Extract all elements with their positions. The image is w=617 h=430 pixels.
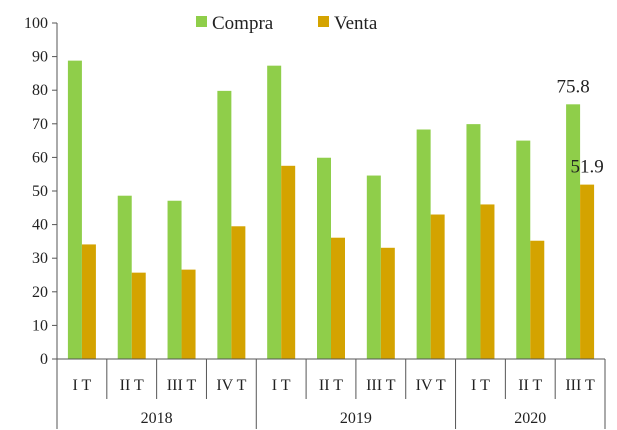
x-axis: I T II T III T IV T I T II T III T IV T I T II T I… (56, 358, 606, 429)
x-tick-label: III T (167, 377, 197, 394)
bar-venta-8 (430, 214, 445, 359)
x-tick-label: III T (366, 377, 396, 394)
y-axis: 0 10 20 30 40 50 60 70 80 90 100 (24, 15, 58, 368)
bar-compra-11 (566, 104, 581, 359)
group-label-2020: 2020 (514, 410, 546, 427)
bar-compra-9 (466, 124, 481, 359)
y-tick-label: 30 (32, 250, 48, 267)
x-tick-label: II T (319, 377, 343, 394)
bar-venta-10 (530, 240, 545, 359)
y-tick-label: 10 (32, 317, 48, 334)
group-label-2018: 2018 (141, 410, 173, 427)
bar-venta-7 (380, 247, 395, 359)
legend-item-compra: Compra (196, 13, 274, 34)
bar-compra-1 (67, 60, 82, 360)
y-tick-label: 0 (40, 351, 48, 368)
bar-compra-6 (317, 157, 331, 359)
data-labels: 75.8 51.9 (556, 76, 603, 177)
y-tick-label: 20 (32, 284, 48, 301)
legend: Compra Venta (196, 13, 378, 34)
bar-compra-10 (516, 140, 531, 359)
x-tick-label: III T (565, 377, 595, 394)
legend-label-compra: Compra (212, 13, 274, 34)
bar-compra-4 (217, 90, 232, 359)
y-tick-label: 100 (24, 15, 48, 32)
legend-swatch-compra (196, 16, 207, 27)
x-tick-label: II T (518, 377, 542, 394)
x-tick-label: IV T (416, 377, 446, 394)
bar-venta-4 (231, 226, 246, 359)
bar-venta-6 (331, 237, 345, 359)
legend-label-venta: Venta (334, 13, 378, 34)
bar-compra-8 (416, 129, 431, 359)
bar-compra-3 (167, 200, 182, 359)
bars (67, 60, 595, 360)
data-label-venta: 51.9 (570, 157, 603, 178)
x-tick-label: I T (272, 377, 291, 394)
bar-compra-5 (267, 65, 282, 359)
y-tick-label: 90 (32, 49, 48, 66)
legend-item-venta: Venta (318, 13, 378, 34)
y-tick-label: 50 (32, 183, 48, 200)
bar-venta-9 (480, 204, 495, 359)
bar-compra-7 (366, 175, 381, 359)
bar-venta-11 (580, 184, 595, 359)
y-tick-label: 60 (32, 149, 48, 166)
bar-venta-1 (81, 244, 96, 359)
bar-compra-2 (117, 195, 132, 359)
bar-venta-5 (281, 165, 296, 359)
bar-venta-2 (131, 272, 146, 359)
bar-venta-3 (181, 269, 196, 359)
group-label-2019: 2019 (340, 410, 372, 427)
y-tick-label: 40 (32, 217, 48, 234)
x-tick-label: II T (120, 377, 144, 394)
x-tick-label: I T (73, 377, 92, 394)
y-tick-label: 80 (32, 82, 48, 99)
x-tick-label: I T (471, 377, 490, 394)
y-tick-label: 70 (32, 116, 48, 133)
data-label-compra: 75.8 (556, 76, 589, 97)
legend-swatch-venta (318, 16, 329, 27)
x-tick-label: IV T (216, 377, 246, 394)
